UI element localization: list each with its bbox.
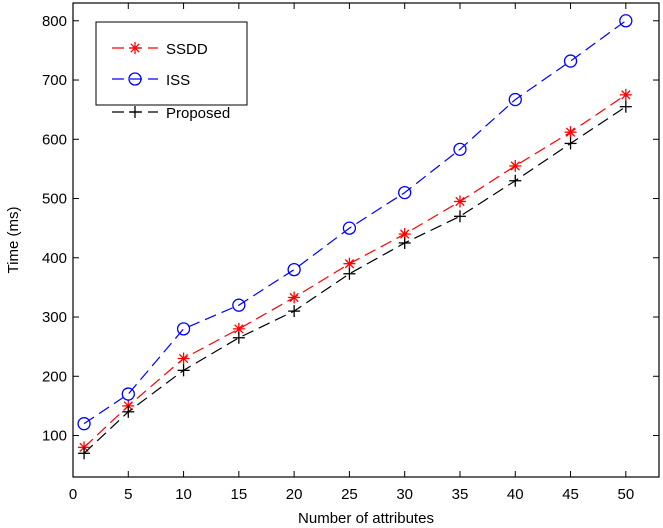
x-tick-label: 0 — [69, 486, 77, 503]
legend-marker-iss — [128, 72, 142, 86]
plot-frame — [72, 2, 660, 478]
data-point-iss — [287, 262, 301, 277]
legend-label-ssdd: SSDD — [166, 41, 208, 58]
data-point-iss — [232, 298, 246, 312]
data-point-proposed — [453, 210, 466, 223]
x-tick-label: 5 — [124, 486, 132, 503]
series-line-iss — [83, 20, 627, 425]
data-point-proposed — [619, 100, 632, 113]
x-tick-label: 10 — [175, 486, 192, 503]
y-tick-label: 400 — [42, 250, 67, 267]
data-point-ssdd — [564, 126, 577, 139]
data-point-ssdd — [509, 159, 522, 172]
data-point-ssdd — [343, 257, 356, 270]
data-point-proposed — [343, 267, 356, 280]
x-tick-label: 30 — [396, 486, 413, 503]
legend: SSDD ISS Proposed — [95, 21, 248, 122]
data-point-proposed — [177, 364, 190, 377]
x-tick-label: 35 — [452, 486, 469, 503]
data-point-iss — [508, 92, 522, 107]
plot-marks — [77, 14, 633, 460]
data-point-proposed — [509, 174, 522, 187]
legend-marker-proposed — [129, 106, 141, 118]
y-tick-label: 600 — [42, 131, 67, 148]
data-point-iss — [619, 14, 633, 28]
y-tick-label: 500 — [42, 191, 67, 208]
data-point-proposed — [288, 305, 301, 318]
data-point-proposed — [78, 447, 91, 460]
x-tick-label: 45 — [562, 486, 579, 503]
data-point-proposed — [122, 405, 135, 418]
legend-label-iss: ISS — [166, 72, 190, 89]
data-point-iss — [563, 54, 578, 68]
x-axis-label: Number of attributes — [298, 510, 434, 527]
x-tick-label: 15 — [231, 486, 248, 503]
data-point-iss — [121, 387, 135, 401]
data-point-ssdd — [619, 88, 632, 101]
data-point-ssdd — [453, 195, 466, 208]
data-point-proposed — [564, 137, 577, 150]
data-point-proposed — [398, 236, 411, 249]
data-point-iss — [398, 185, 412, 200]
data-point-proposed — [232, 331, 245, 344]
x-tick-label: 50 — [617, 486, 634, 503]
x-tick-label: 40 — [507, 486, 524, 503]
legend-box — [95, 21, 248, 106]
y-tick-label: 200 — [42, 368, 67, 385]
data-point-iss — [77, 417, 91, 431]
data-point-ssdd — [177, 352, 190, 365]
y-tick-label: 100 — [42, 428, 67, 445]
data-point-iss — [453, 142, 467, 156]
y-tick-label: 300 — [42, 309, 67, 326]
data-point-iss — [176, 322, 191, 336]
legend-label-proposed: Proposed — [166, 105, 230, 122]
series-line-proposed — [83, 106, 627, 454]
axis-ticks: 0 5 10 15 20 25 30 35 40 45 50 100 200 300 400 500 600 70… — [42, 3, 659, 503]
data-point-iss — [342, 221, 357, 235]
y-axis-label: Time (ms) — [5, 207, 22, 274]
y-tick-label: 800 — [42, 13, 67, 30]
legend-marker-ssdd — [129, 42, 141, 54]
y-tick-label: 700 — [42, 72, 67, 89]
data-point-ssdd — [288, 291, 301, 304]
x-tick-label: 25 — [341, 486, 358, 503]
x-tick-label: 20 — [286, 486, 303, 503]
